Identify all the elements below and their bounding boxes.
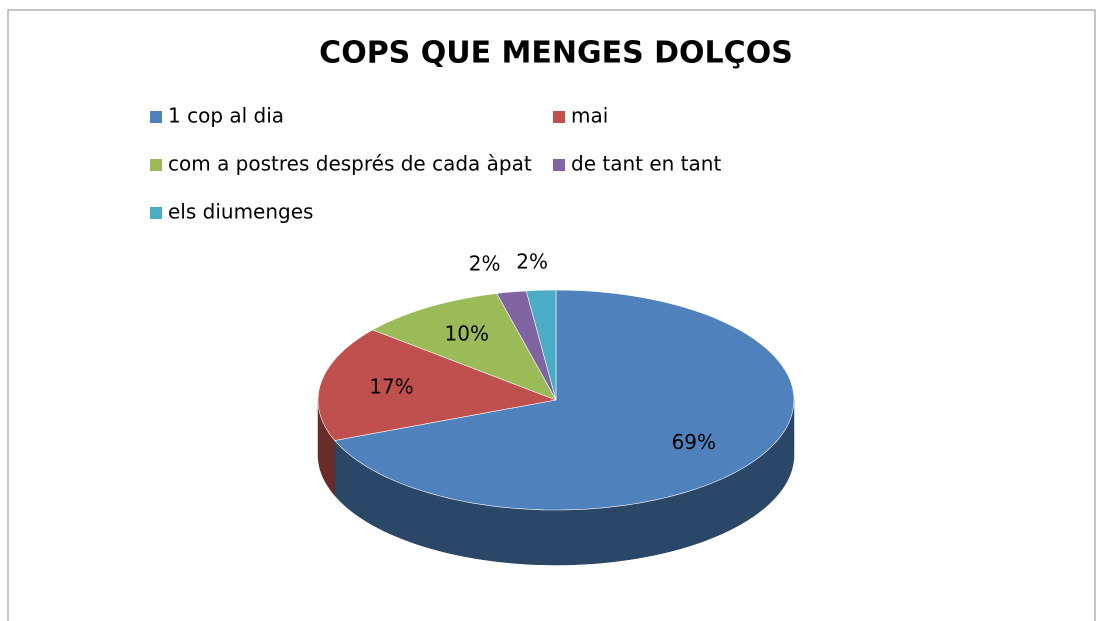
legend-label: com a postres després de cada àpat <box>168 152 532 176</box>
legend-label: els diumenges <box>168 200 313 224</box>
data-label: 2% <box>516 249 548 273</box>
legend-swatch <box>150 207 162 219</box>
chart-title: COPS QUE MENGES DOLÇOS <box>319 36 793 71</box>
data-label: 10% <box>445 321 489 345</box>
legend-swatch <box>150 159 162 171</box>
legend-label: 1 cop al dia <box>168 104 284 128</box>
legend-label: de tant en tant <box>571 152 721 176</box>
data-label: 69% <box>672 430 716 454</box>
data-label: 17% <box>369 374 413 398</box>
legend-swatch <box>553 159 565 171</box>
pie-slice <box>317 329 558 441</box>
legend-label: mai <box>571 104 608 128</box>
data-label: 2% <box>469 251 501 275</box>
pie-slice <box>334 289 795 511</box>
legend-swatch <box>553 111 565 123</box>
legend-swatch <box>150 111 162 123</box>
pie-slice <box>525 289 557 401</box>
pie-slice <box>371 293 557 401</box>
